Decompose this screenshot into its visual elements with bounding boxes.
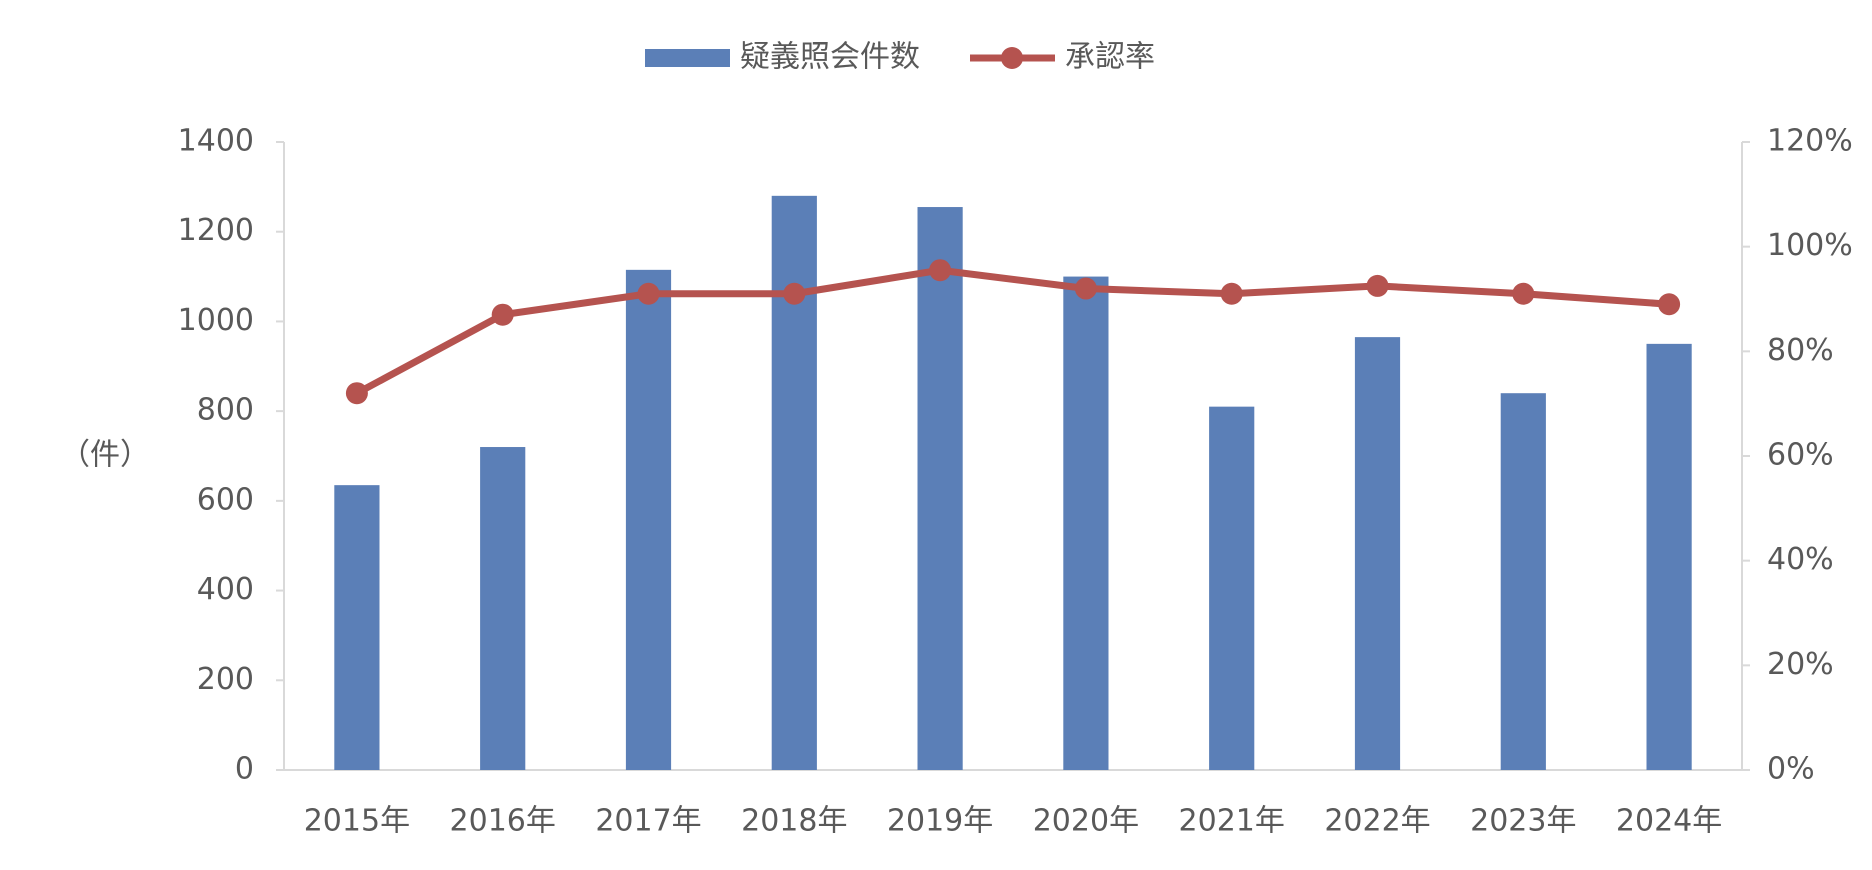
x-tick-label: 2019年	[887, 804, 993, 839]
y2-tick-label: 80%	[1767, 333, 1834, 368]
bar	[334, 485, 380, 770]
y-tick-label: 200	[197, 662, 254, 697]
bar	[1646, 343, 1692, 770]
y-tick-label: 1400	[178, 124, 254, 159]
x-tick-label: 2015年	[304, 804, 410, 839]
bar	[1354, 337, 1401, 770]
line-marker	[491, 303, 514, 326]
legend-label: 疑義照会件数	[740, 40, 920, 75]
bar	[1209, 406, 1255, 770]
bar	[480, 447, 526, 770]
legend-label: 承認率	[1065, 40, 1155, 75]
line-marker	[637, 282, 660, 305]
y-tick-label: 1000	[178, 303, 254, 338]
y2-tick-label: 20%	[1767, 647, 1834, 682]
x-tick-label: 2020年	[1033, 804, 1139, 839]
x-tick-label: 2021年	[1179, 804, 1285, 839]
y-tick-label: 800	[197, 393, 254, 428]
bar	[917, 207, 963, 771]
y2-tick-label: 120%	[1767, 124, 1853, 159]
y-axis-label: （件）	[60, 438, 150, 473]
x-tick-label: 2017年	[595, 804, 701, 839]
y2-tick-label: 100%	[1767, 228, 1853, 263]
line-marker	[1220, 282, 1243, 305]
x-tick-label: 2023年	[1470, 804, 1576, 839]
line-marker	[1074, 277, 1097, 300]
x-tick-label: 2016年	[450, 804, 556, 839]
legend-swatch	[645, 49, 730, 67]
y2-tick-label: 60%	[1767, 438, 1834, 473]
legend-swatch-marker	[1001, 47, 1023, 69]
line-marker	[345, 382, 368, 405]
bar	[625, 269, 672, 770]
line-marker	[783, 282, 806, 305]
x-tick-label: 2018年	[741, 804, 847, 839]
line-marker	[1658, 293, 1681, 316]
y2-tick-label: 0%	[1767, 752, 1815, 787]
x-tick-label: 2022年	[1324, 804, 1430, 839]
line	[355, 266, 1670, 397]
bar	[1063, 276, 1109, 770]
line-marker	[929, 259, 952, 282]
line-marker	[1366, 274, 1389, 297]
y-tick-label: 0	[235, 752, 254, 787]
x-tick-label: 2024年	[1616, 804, 1722, 839]
bar	[1500, 393, 1546, 770]
y-tick-label: 400	[197, 572, 254, 607]
y-tick-label: 1200	[178, 213, 254, 248]
y-tick-label: 600	[197, 482, 254, 517]
bar	[771, 195, 817, 771]
y2-tick-label: 40%	[1767, 542, 1834, 577]
line-marker	[1512, 282, 1535, 305]
